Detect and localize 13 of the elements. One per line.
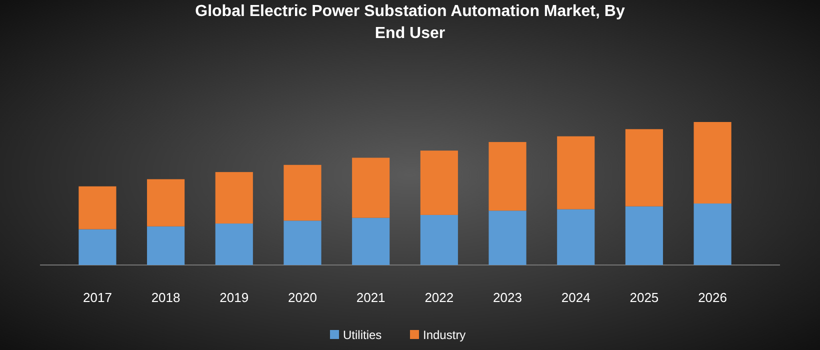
x-tick-label: 2017 — [83, 290, 112, 305]
chart-title: Global Electric Power Substation Automation Market, By End User — [195, 3, 625, 42]
x-tick-label: 2020 — [288, 290, 317, 305]
x-tick-label: 2024 — [561, 290, 590, 305]
x-tick-label: 2022 — [424, 290, 454, 305]
x-tick-label: 2026 — [698, 290, 727, 305]
legend-label: Utilities — [343, 328, 382, 342]
x-tick-label: 2023 — [493, 290, 522, 305]
legend-label: Industry — [423, 328, 466, 342]
x-tick-label: 2021 — [356, 290, 386, 305]
x-tick-label: 2025 — [630, 290, 659, 305]
x-tick-label: 2018 — [151, 290, 180, 305]
x-tick-label: 2019 — [220, 290, 249, 305]
